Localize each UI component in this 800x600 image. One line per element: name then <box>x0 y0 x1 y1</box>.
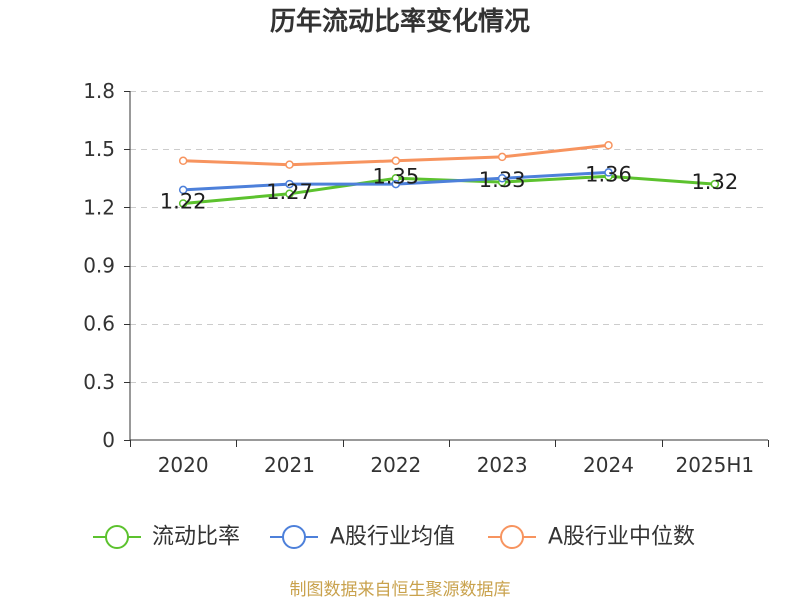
y-tick-label: 0 <box>102 428 115 452</box>
data-point-industry-median-2020[interactable] <box>178 156 188 166</box>
legend: 流动比率 A股行业均值 A股行业中位数 <box>93 525 695 550</box>
y-tick-label: 0.9 <box>83 254 115 278</box>
data-label-current-ratio-2024: 1.36 <box>585 162 632 186</box>
x-tick-label: 2022 <box>370 453 421 477</box>
series-layer <box>178 141 720 208</box>
y-tick-label: 1.2 <box>83 195 115 219</box>
x-tick-label: 2025H1 <box>675 453 754 477</box>
legend-label-industry-median: A股行业中位数 <box>548 525 695 550</box>
y-tick-label: 0.6 <box>83 312 115 336</box>
data-label-current-ratio-2025h1: 1.32 <box>691 170 738 194</box>
data-labels: 1.22 1.27 1.35 1.33 1.36 1.32 <box>160 162 738 213</box>
data-point-industry-median-2023[interactable] <box>497 152 507 162</box>
axes <box>129 91 768 441</box>
y-axis: 0 0.3 0.6 0.9 1.2 1.5 1.8 <box>83 79 130 452</box>
legend-item-current-ratio[interactable]: 流动比率 <box>93 525 240 550</box>
data-point-industry-median-2021[interactable] <box>285 160 294 169</box>
series-current-ratio <box>178 172 720 208</box>
data-point-industry-mean-2021[interactable] <box>285 179 294 189</box>
legend-circle-icon <box>282 525 306 549</box>
x-tick-label: 2024 <box>583 453 634 477</box>
grid-lines <box>130 91 768 383</box>
legend-item-industry-median[interactable]: A股行业中位数 <box>488 525 695 550</box>
data-point-industry-median-2024[interactable] <box>604 141 613 150</box>
data-point-industry-mean-2024[interactable] <box>604 168 613 177</box>
legend-circle-icon <box>105 525 129 549</box>
data-point-current-ratio-2020[interactable] <box>178 199 188 208</box>
legend-item-industry-mean[interactable]: A股行业均值 <box>270 525 455 550</box>
data-label-current-ratio-2022: 1.35 <box>372 164 419 188</box>
data-point-industry-median-2022[interactable] <box>391 156 401 166</box>
data-point-industry-mean-2022[interactable] <box>391 179 401 189</box>
data-label-current-ratio-2021: 1.27 <box>266 180 313 204</box>
x-tick-label: 2020 <box>158 453 209 477</box>
x-tick-label: 2021 <box>264 453 315 477</box>
data-label-current-ratio-2020: 1.22 <box>160 189 207 213</box>
data-point-industry-mean-2023[interactable] <box>497 174 507 183</box>
data-point-industry-mean-2020[interactable] <box>178 185 188 195</box>
y-tick-label: 1.5 <box>83 137 115 161</box>
chart-title: 历年流动比率变化情况 <box>270 6 530 37</box>
series-industry-median <box>178 141 613 169</box>
y-tick-label: 0.3 <box>83 370 115 394</box>
x-tick-label: 2023 <box>477 453 528 477</box>
series-industry-mean <box>178 168 613 195</box>
legend-label-industry-mean: A股行业均值 <box>330 525 455 550</box>
x-axis: 2020 2021 2022 2023 2024 2025H1 <box>130 440 769 477</box>
y-tick-label: 1.8 <box>83 79 115 103</box>
data-label-current-ratio-2023: 1.33 <box>479 168 526 192</box>
data-point-current-ratio-2025h1[interactable] <box>710 179 720 189</box>
data-source-note: 制图数据来自恒生聚源数据库 <box>290 580 511 600</box>
data-point-current-ratio-2021[interactable] <box>285 189 294 199</box>
legend-label-current-ratio: 流动比率 <box>152 525 240 550</box>
legend-circle-icon <box>500 525 524 549</box>
